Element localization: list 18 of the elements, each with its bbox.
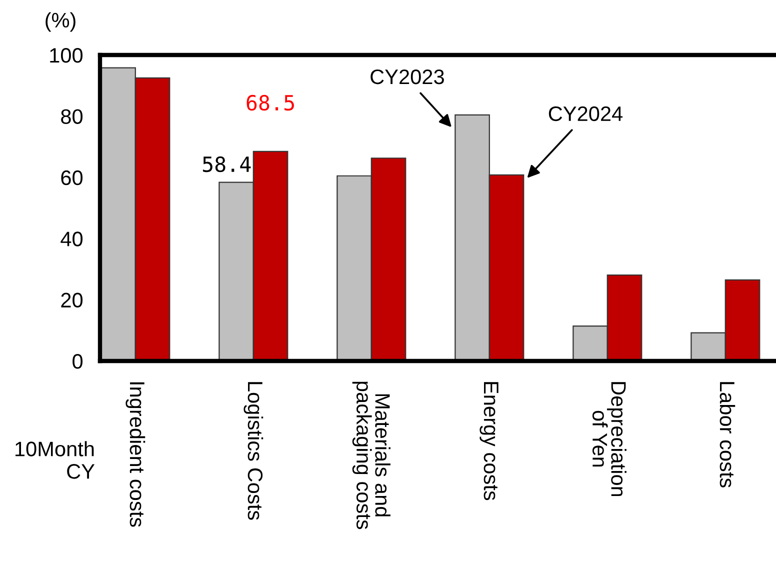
x-tick-label: Materials and packaging costs — [352, 382, 390, 530]
x-tick-label: Logistics Costs — [244, 382, 264, 520]
data-label: 58.4 — [202, 156, 251, 172]
x-tick-label: Ingredient costs — [126, 382, 146, 527]
series-label: CY2023 — [370, 69, 444, 84]
y-tick-label: 0 — [72, 354, 83, 369]
y-tick-label: 80 — [61, 109, 83, 124]
x-tick-label: Depreciation of Yen — [592, 382, 626, 496]
x-tick-label: Labor costs — [720, 382, 736, 488]
y-tick-label: 20 — [61, 292, 83, 308]
y-axis-title: (%) — [46, 12, 76, 32]
x-tick-label: Energy costs — [480, 382, 498, 500]
y-tick-label: 60 — [61, 170, 83, 186]
data-label: 68.5 — [246, 94, 294, 111]
y-tick-label: 40 — [60, 232, 83, 246]
text: 10Month CY — [16, 441, 95, 479]
y-tick-label: 100 — [50, 48, 83, 63]
text: CY2024 — [548, 106, 623, 122]
